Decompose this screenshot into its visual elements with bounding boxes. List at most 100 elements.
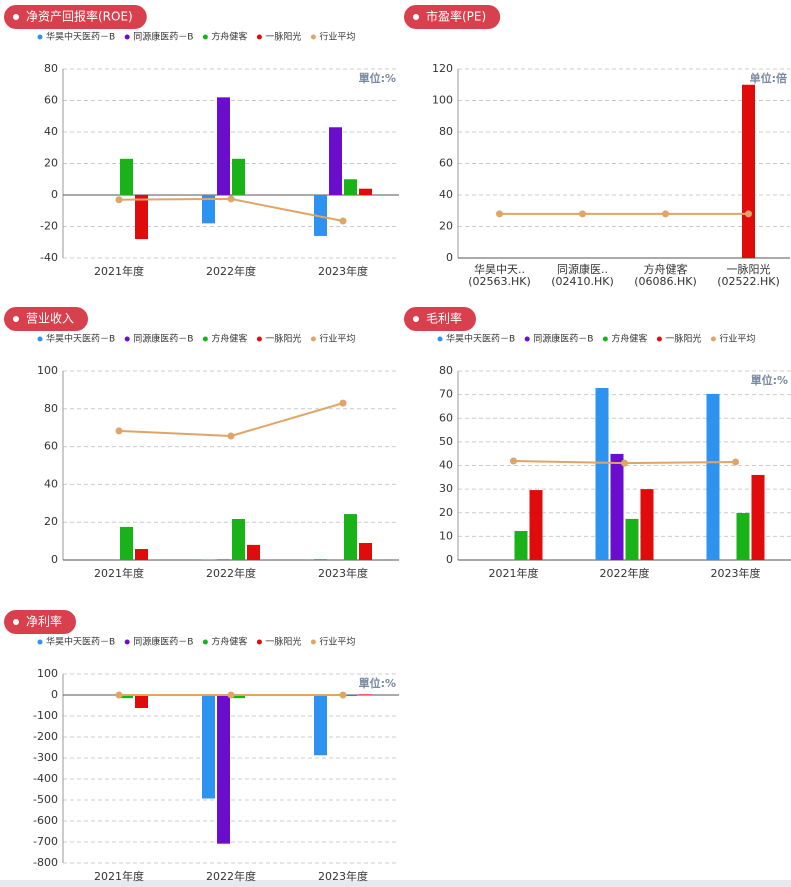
- y-tick-label: 0: [446, 251, 453, 264]
- unit-label: 单位:倍: [750, 71, 787, 85]
- legend-label: 华昊中天医药－B: [446, 333, 515, 345]
- line-point: [339, 399, 347, 407]
- bar: [610, 453, 624, 560]
- title-dot: [13, 316, 19, 322]
- bar: [217, 97, 230, 195]
- line-point: [496, 210, 503, 218]
- legend-marker: [124, 639, 130, 645]
- bottom-strip: [0, 880, 791, 887]
- legend-label: 华昊中天医药－B: [46, 333, 115, 345]
- legend-marker: [602, 336, 608, 342]
- legend-marker: [656, 336, 662, 342]
- y-tick-label: -40: [40, 251, 58, 264]
- x-tick-label: (02563.HK): [468, 275, 531, 288]
- y-tick-label: 40: [44, 477, 58, 490]
- legend-marker: [37, 34, 43, 40]
- y-tick-label: -600: [33, 814, 58, 827]
- legend-label: 行业平均: [319, 636, 355, 648]
- legend-label: 一脉阳光: [665, 333, 701, 345]
- x-tick-label: 2021年度: [489, 566, 539, 580]
- x-tick-label: 方舟健客: [644, 262, 688, 276]
- chart-title: 毛利率: [426, 311, 462, 326]
- y-tick-label: 30: [439, 482, 453, 495]
- x-tick-label: 2023年度: [318, 566, 368, 580]
- title-dot: [13, 14, 19, 20]
- line-point: [621, 459, 628, 467]
- legend-marker: [310, 336, 316, 342]
- x-tick-label: 一脉阳光: [727, 262, 771, 276]
- bar: [232, 518, 245, 560]
- y-tick-label: 20: [439, 506, 453, 519]
- x-tick-label: 2021年度: [94, 566, 144, 580]
- bar: [247, 544, 260, 560]
- x-tick-label: 2022年度: [600, 566, 650, 580]
- y-tick-label: 70: [439, 388, 453, 401]
- x-tick-label: 2022年度: [206, 264, 256, 278]
- bar: [742, 84, 755, 258]
- y-tick-label: 40: [439, 459, 453, 472]
- y-tick-label: 80: [44, 62, 58, 75]
- bar: [120, 695, 133, 699]
- bar: [314, 559, 327, 560]
- line-point: [115, 427, 123, 435]
- legend-marker: [310, 34, 316, 40]
- bar: [359, 694, 372, 695]
- bar: [344, 695, 357, 697]
- y-tick-label: 0: [51, 188, 58, 201]
- chart-title: 净利率: [26, 614, 62, 629]
- line-series: [118, 402, 344, 438]
- y-tick-label: 60: [44, 440, 58, 453]
- y-tick-label: -20: [40, 220, 58, 233]
- legend-label: 一脉阳光: [265, 333, 301, 345]
- bar: [135, 695, 148, 709]
- line-point: [227, 195, 235, 203]
- legend-label: 华昊中天医药－B: [46, 636, 115, 648]
- x-tick-label: 华昊中天..: [474, 262, 525, 276]
- x-tick-label: 2022年度: [206, 869, 256, 883]
- bar: [135, 549, 148, 560]
- y-tick-label: 100: [37, 364, 58, 377]
- y-tick-label: -300: [33, 751, 58, 764]
- y-tick-label: 20: [44, 515, 58, 528]
- legend-marker: [524, 336, 530, 342]
- chart-panel: 净资产回报率(ROE) 华昊中天医药－B 同源康医药－B 方舟健客 一脉阳光 行业平均 -4…: [4, 5, 399, 278]
- legend-label: 行业平均: [319, 333, 355, 345]
- line-point: [115, 691, 123, 699]
- title-dot: [413, 14, 419, 20]
- x-tick-label: (06086.HK): [634, 275, 697, 288]
- title-pill: [404, 5, 501, 29]
- x-tick-label: 2021年度: [94, 869, 144, 883]
- y-tick-label: 80: [44, 402, 58, 415]
- y-tick-label: 0: [446, 553, 453, 566]
- title-pill: [404, 307, 477, 331]
- y-tick-label: 60: [44, 94, 58, 107]
- y-tick-label: 10: [439, 529, 453, 542]
- y-tick-label: -100: [33, 709, 58, 722]
- y-tick-label: 80: [439, 364, 453, 377]
- bar: [232, 158, 245, 195]
- x-tick-label: 2023年度: [318, 869, 368, 883]
- legend-label: 同源康医药－B: [133, 333, 193, 345]
- legend-label: 行业平均: [319, 31, 355, 43]
- legend-label: 方舟健客: [611, 333, 647, 345]
- legend-marker: [202, 34, 208, 40]
- legend-label: 一脉阳光: [265, 636, 301, 648]
- bar: [120, 158, 133, 195]
- y-tick-label: 100: [432, 94, 453, 107]
- title-dot: [13, 619, 19, 625]
- y-tick-label: 60: [439, 411, 453, 424]
- bar: [135, 195, 148, 240]
- title-pill: [4, 610, 77, 634]
- chart-title: 净资产回报率(ROE): [26, 9, 133, 24]
- unit-label: 單位:%: [359, 676, 396, 690]
- y-tick-label: 100: [37, 667, 58, 680]
- y-tick-label: 40: [44, 125, 58, 138]
- y-tick-label: 40: [439, 188, 453, 201]
- line-point: [579, 210, 586, 218]
- y-tick-label: 120: [432, 62, 453, 75]
- legend-marker: [256, 639, 262, 645]
- chart-title: 营业收入: [26, 312, 74, 326]
